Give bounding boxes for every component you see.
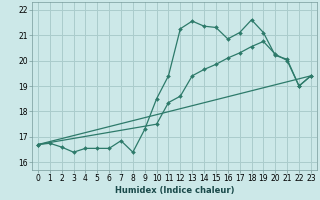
X-axis label: Humidex (Indice chaleur): Humidex (Indice chaleur) <box>115 186 234 195</box>
